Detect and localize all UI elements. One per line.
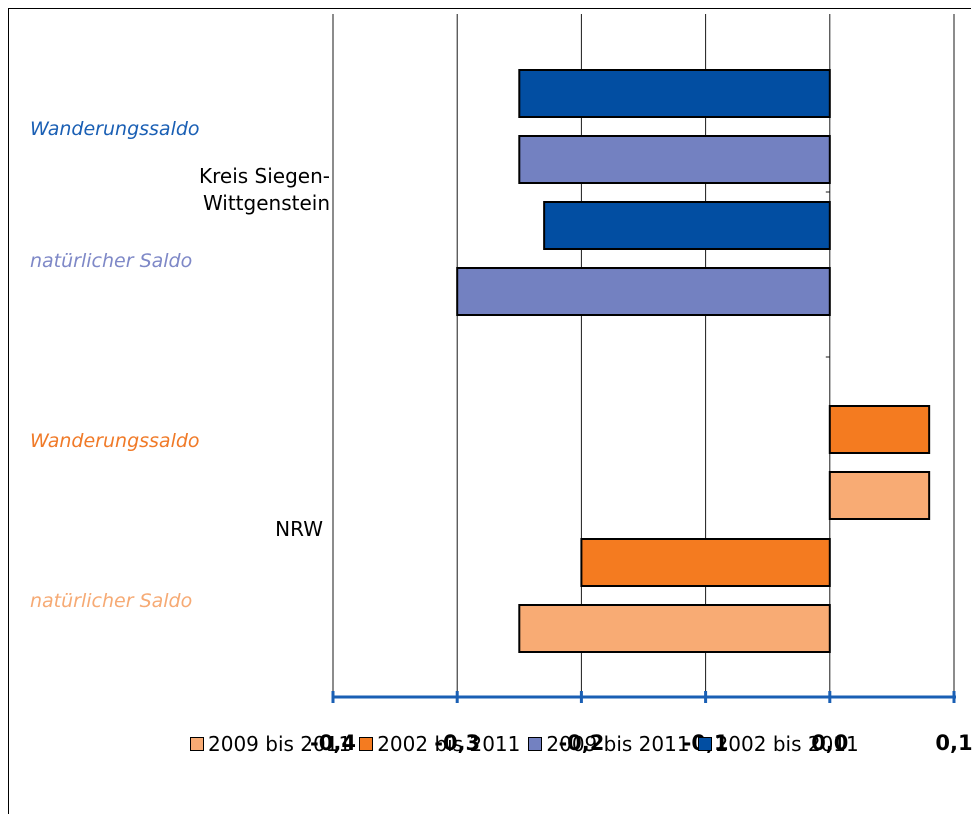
x-tick-label: -0,2 [558, 731, 604, 755]
legend-label: 2009 bis 2011 [546, 732, 690, 756]
category-label-line-1: NRW [275, 517, 323, 541]
bar [543, 201, 831, 250]
category-label-nrw: NRW [150, 516, 323, 543]
bar [518, 69, 831, 118]
side-label-nrw-wanderungssaldo: Wanderungssaldo [30, 430, 200, 452]
side-label-nrw-natuerlicher-saldo: natürlicher Saldo [30, 590, 193, 612]
bar [828, 405, 931, 454]
bar [828, 471, 931, 520]
category-label-line-1: Kreis Siegen- [199, 164, 330, 188]
legend-item: 2009 bis 2011 [528, 732, 690, 756]
legend-label: 2002 bis 2011 [377, 732, 521, 756]
bar [580, 538, 831, 587]
x-tick-label: -0,3 [434, 731, 480, 755]
side-label-kreis-wanderungssaldo: Wanderungssaldo [30, 118, 200, 140]
legend-swatch [359, 737, 374, 751]
legend: 2009 bis 2011 2002 bis 2011 2009 bis 201… [190, 730, 867, 758]
bar [518, 604, 831, 653]
legend-item: 2002 bis 2011 [697, 732, 859, 756]
bar [456, 267, 831, 316]
category-label-kreis-siegen-wittgenstein: Kreis Siegen- Wittgenstein [150, 163, 330, 217]
x-tick-label: 0,1 [935, 731, 972, 755]
legend-label: 2002 bis 2011 [715, 732, 859, 756]
chart-frame [8, 8, 971, 814]
legend-item: 2002 bis 2011 [359, 732, 520, 756]
bar [518, 135, 831, 184]
legend-swatch [528, 737, 543, 751]
x-tick-label: 0,0 [811, 731, 848, 755]
side-label-kreis-natuerlicher-saldo: natürlicher Saldo [30, 250, 193, 272]
legend-swatch [697, 737, 712, 751]
legend-item: 2009 bis 2011 [190, 732, 351, 756]
legend-swatch [190, 737, 204, 751]
category-label-line-2: Wittgenstein [202, 191, 330, 215]
legend-label: 2009 bis 2011 [208, 732, 352, 756]
x-tick-label: -0,4 [310, 731, 356, 755]
